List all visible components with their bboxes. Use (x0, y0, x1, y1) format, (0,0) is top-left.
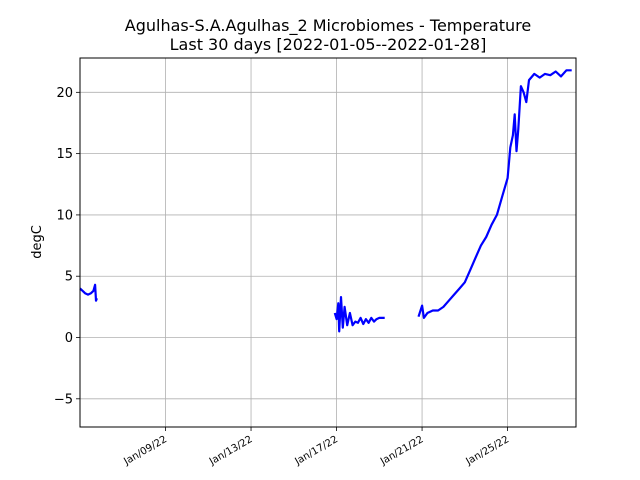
y-axis-label: degC (30, 225, 45, 259)
y-tick-label: 20 (56, 86, 73, 101)
chart-subtitle: Last 30 days [2022-01-05--2022-01-28] (170, 35, 487, 54)
y-tick-label: 15 (56, 147, 73, 162)
y-tick-label: 0 (65, 331, 73, 346)
temperature-series-line (79, 283, 98, 302)
temperature-series-line (417, 69, 572, 319)
y-tick-label: 5 (65, 270, 73, 285)
plot-frame (79, 57, 577, 428)
temperature-series-line (333, 296, 385, 333)
y-axis: −5 0 5 10 15 20 (54, 86, 80, 407)
grid-lines (80, 58, 576, 427)
y-tick-label: −5 (54, 392, 73, 407)
series-group (79, 69, 572, 333)
y-tick-label: 10 (56, 208, 73, 223)
chart-title: Agulhas-S.A.Agulhas_2 Microbiomes - Temp… (125, 16, 531, 36)
